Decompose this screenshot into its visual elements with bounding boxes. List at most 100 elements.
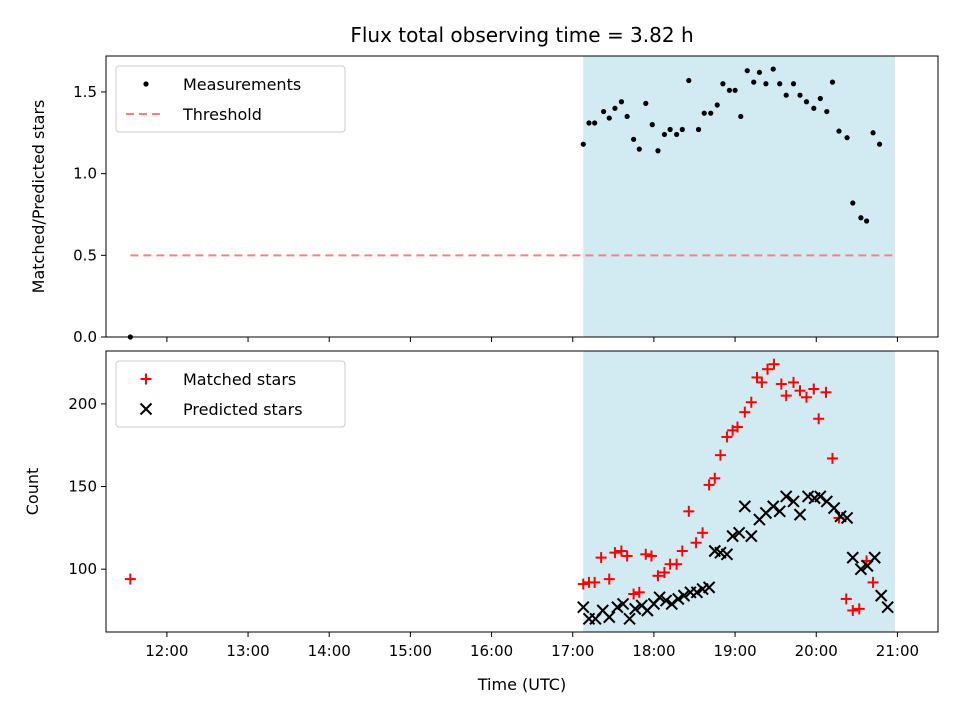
top-measurements-point bbox=[797, 92, 803, 98]
bottom-predicted-stars-point bbox=[868, 551, 881, 564]
bottom-matched-stars-point bbox=[762, 363, 774, 375]
bottom-legend-label: Predicted stars bbox=[183, 400, 303, 419]
bottom-matched-stars-point bbox=[577, 578, 589, 590]
bottom-xtick-label: 17:00 bbox=[551, 642, 594, 660]
bottom-predicted-stars-point bbox=[577, 600, 590, 614]
top-panel: 0.0 0.5 1.0 1.5 Matched/Predicted stars Mea… bbox=[29, 55, 939, 346]
bottom-predicted-stars-point bbox=[840, 511, 854, 525]
bottom-xtick-label: 19:00 bbox=[713, 642, 756, 660]
top-measurements-point bbox=[732, 87, 738, 93]
bottom-matched-stars-point bbox=[633, 586, 645, 598]
top-measurements-point bbox=[606, 115, 612, 121]
bottom-matched-stars-point bbox=[801, 391, 813, 403]
bottom-predicted-stars-point bbox=[773, 505, 786, 518]
top-measurements-point bbox=[655, 148, 661, 154]
bottom-predicted-stars-point bbox=[767, 500, 780, 513]
top-measurements-point bbox=[751, 79, 757, 85]
bottom-matched-stars-point bbox=[775, 378, 787, 390]
bottom-legend-swatch bbox=[140, 373, 152, 385]
bottom-predicted-stars-point bbox=[745, 529, 758, 543]
bottom-matched-stars-point bbox=[756, 376, 768, 388]
bottom-observing-window bbox=[583, 351, 895, 632]
bottom-matched-stars-point bbox=[751, 371, 763, 383]
top-measurements-point bbox=[876, 141, 883, 147]
bottom-predicted-stars-point bbox=[672, 592, 685, 606]
bottom-predicted-stars-point bbox=[677, 589, 691, 602]
top-measurements-point bbox=[811, 105, 817, 111]
bottom-xtick-label: 12:00 bbox=[145, 642, 188, 660]
top-measurements-point bbox=[829, 79, 836, 85]
top-measurements-point bbox=[586, 120, 592, 126]
bottom-matched-stars-point bbox=[676, 545, 688, 557]
bottom-matched-stars-point bbox=[867, 576, 879, 588]
top-measurements-point bbox=[850, 200, 856, 206]
top-measurements-point bbox=[770, 66, 776, 72]
top-measurements-point bbox=[592, 120, 598, 126]
figure-title: Flux total observing time = 3.82 h bbox=[350, 23, 693, 47]
top-measurements-point bbox=[720, 81, 726, 87]
bottom-axes-frame bbox=[105, 350, 939, 633]
top-measurements-point bbox=[667, 126, 673, 133]
top-measurements-point bbox=[863, 218, 870, 224]
bottom-xtick-label: 18:00 bbox=[632, 642, 675, 660]
bottom-xtick-label: 20:00 bbox=[795, 642, 838, 660]
top-measurements-point bbox=[643, 100, 649, 106]
bottom-legend-swatch bbox=[139, 402, 153, 416]
bottom-predicted-stars-point bbox=[616, 597, 630, 611]
bottom-matched-stars-point bbox=[683, 505, 695, 517]
top-measurements-point bbox=[790, 81, 797, 87]
top-measurements-point bbox=[777, 81, 783, 87]
bottom-matched-stars-point bbox=[768, 358, 780, 370]
top-measurements-point bbox=[631, 136, 637, 142]
bottom-matched-stars-point bbox=[652, 570, 664, 582]
bottom-legend: Matched stars Predicted stars bbox=[115, 360, 346, 428]
bottom-predicted-stars-point bbox=[793, 508, 807, 521]
top-observing-window bbox=[583, 56, 895, 337]
top-measurements-point bbox=[836, 128, 842, 134]
top-ytick-label: 0.0 bbox=[73, 328, 97, 346]
top-measurements-point bbox=[679, 126, 685, 133]
top-measurements-point bbox=[686, 77, 692, 84]
top-ytick-label: 1.0 bbox=[73, 165, 97, 183]
bottom-matched-stars-point bbox=[840, 593, 852, 605]
bottom-predicted-stars-point bbox=[702, 581, 716, 594]
top-measurements-point bbox=[708, 110, 714, 116]
top-measurements-point bbox=[726, 87, 732, 93]
bottom-matched-stars-point bbox=[714, 449, 726, 461]
bottom-predicted-stars-point bbox=[653, 591, 666, 604]
bottom-predicted-stars-point bbox=[726, 529, 739, 543]
top-measurements-point bbox=[744, 68, 750, 74]
top-measurements-point bbox=[783, 92, 789, 98]
bottom-predicted-stars-point bbox=[603, 610, 616, 624]
top-measurements-point bbox=[674, 131, 680, 138]
top-measurements-point bbox=[870, 130, 876, 136]
bottom-matched-stars-point bbox=[732, 421, 744, 433]
bottom-matched-stars-point bbox=[615, 545, 627, 557]
bottom-matched-stars-point bbox=[853, 603, 865, 615]
bottom-panel: 100 150 200 12:00 13:00 14:00 15:00 16:00 17:00… bbox=[23, 350, 939, 694]
top-measurements-point bbox=[763, 81, 769, 87]
bottom-matched-stars-point bbox=[645, 550, 657, 562]
bottom-matched-stars-point bbox=[697, 527, 709, 539]
bottom-predicted-stars-point bbox=[874, 589, 888, 602]
bottom-matched-stars-point bbox=[739, 406, 751, 418]
bottom-predicted-stars-point bbox=[846, 551, 859, 564]
bottom-matched-stars-point bbox=[658, 566, 670, 578]
bottom-legend-label: Matched stars bbox=[183, 370, 296, 389]
bottom-xtick-label: 21:00 bbox=[876, 642, 919, 660]
bottom-xtick-label: 16:00 bbox=[470, 642, 513, 660]
bottom-xtick-label: 15:00 bbox=[389, 642, 432, 660]
top-ytick-label: 0.5 bbox=[73, 246, 97, 264]
bottom-ytick-label: 150 bbox=[68, 478, 97, 496]
top-legend-label: Threshold bbox=[182, 105, 262, 124]
bottom-matched-stars-point bbox=[847, 605, 859, 617]
bottom-predicted-stars-point bbox=[780, 490, 793, 503]
top-measurements-point bbox=[803, 99, 810, 105]
bottom-matched-stars-point bbox=[640, 548, 652, 560]
top-measurements-point bbox=[817, 95, 823, 102]
bottom-matched-stars-point bbox=[609, 547, 621, 559]
top-measurements-point bbox=[738, 113, 744, 120]
top-ytick-label: 1.5 bbox=[73, 83, 97, 101]
bottom-xtick-label: 13:00 bbox=[226, 642, 269, 660]
